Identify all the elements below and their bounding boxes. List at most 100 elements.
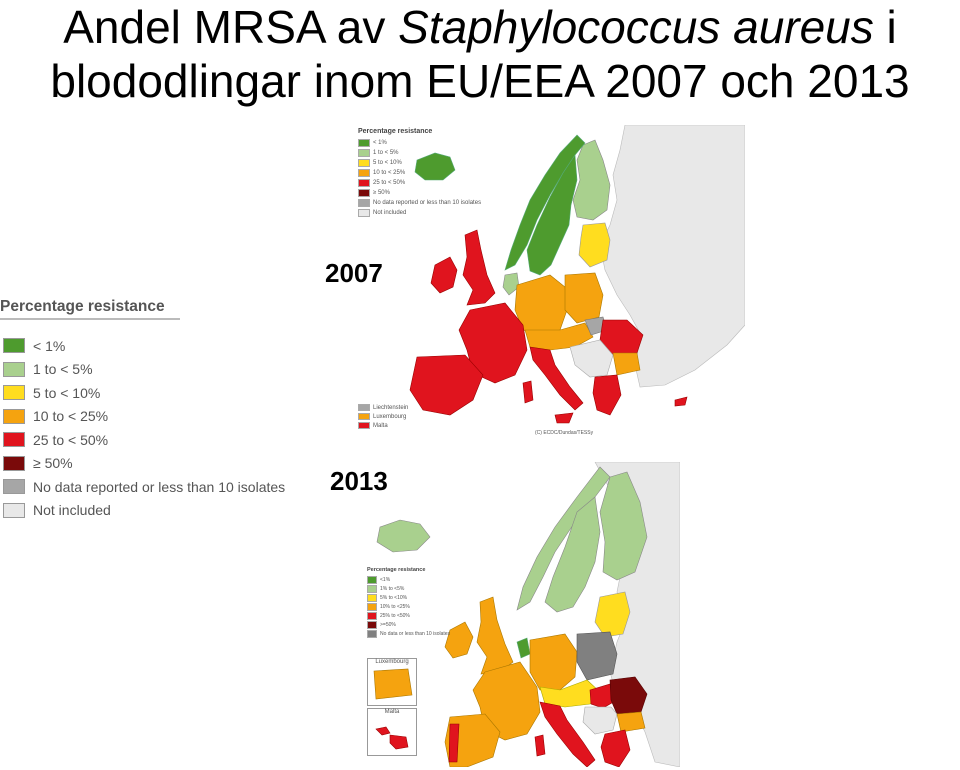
- legend-item: No data reported or less than 10 isolate…: [358, 198, 498, 208]
- legend-2013: Percentage resistance <1% 1% to <5% 5% to …: [367, 567, 452, 638]
- country-finland: [572, 139, 611, 221]
- legend-swatch: [3, 432, 25, 448]
- legend-item: >=50%: [367, 620, 452, 629]
- inset-malta-map: [375, 726, 409, 750]
- legend-label: Not included: [33, 502, 111, 519]
- legend-swatch: [358, 179, 370, 187]
- legend-item: 1% to <5%: [367, 584, 452, 593]
- legend-swatch: [367, 602, 377, 611]
- legend-item: ≥ 50%: [0, 452, 310, 476]
- map-2007-svg: [355, 125, 745, 440]
- country-italy-2013: [539, 701, 596, 767]
- legend-item: 10 to < 25%: [0, 405, 310, 429]
- legend-label: 25 to < 50%: [33, 431, 109, 448]
- legend-item: 5% to <10%: [367, 593, 452, 602]
- legend-label: 5 to < 10%: [33, 384, 101, 401]
- title-line-1: Andel MRSA av Staphylococcus aureus i: [0, 0, 960, 54]
- legend-item: 1 to < 5%: [0, 358, 310, 382]
- legend-item: No data or less than 10 isolates: [367, 629, 452, 638]
- region-balkans-2013: [582, 706, 618, 735]
- legend-item: Luxembourg: [358, 412, 478, 421]
- legend-label: <1%: [380, 576, 391, 583]
- legend-label: 1 to < 5%: [33, 361, 93, 378]
- year-label-2013: 2013: [330, 466, 388, 496]
- legend-swatch: [3, 385, 25, 401]
- legend-swatch: [3, 361, 25, 377]
- legend-item: 25 to < 50%: [0, 428, 310, 452]
- legend-label: 10 to < 25%: [33, 408, 109, 425]
- legend-swatch: [367, 593, 377, 602]
- inset-malta: Malta: [367, 708, 417, 756]
- legend-item: 25% to <50%: [367, 611, 452, 620]
- legend-item: 1 to < 5%: [358, 148, 498, 158]
- legend-swatch: [3, 408, 25, 424]
- country-portugal-2013: [448, 723, 460, 763]
- title-text-2: i: [873, 1, 897, 53]
- legend-label: 25% to <50%: [380, 612, 410, 619]
- main-legend-rows: < 1% 1 to < 5% 5 to < 10% 10 to < 25% 25 to …: [0, 334, 310, 522]
- legend-swatch: [3, 455, 25, 471]
- legend-label: Not included: [373, 210, 407, 216]
- legend-label: 5% to <10%: [380, 594, 408, 601]
- legend-label: No data or less than 10 isolates: [380, 630, 451, 637]
- legend-item: Not included: [0, 499, 310, 523]
- region-east-not-included: [599, 125, 745, 388]
- legend-label: 25 to < 50%: [373, 180, 406, 186]
- country-bulgaria: [612, 352, 641, 376]
- credit-2007: (C) ECDC/Dundas/TESSy: [535, 430, 594, 436]
- legend-swatch: [358, 149, 370, 157]
- country-greece-2013: [600, 729, 631, 767]
- country-baltics-2013: [594, 591, 631, 638]
- legend-2007-small-states: Liechtenstein Luxembourg Malta: [358, 403, 478, 430]
- legend-swatch: [358, 422, 370, 429]
- country-iceland: [414, 152, 456, 181]
- legend-item: < 1%: [0, 334, 310, 358]
- legend-swatch: [358, 169, 370, 177]
- country-bulgaria-2013: [616, 711, 646, 733]
- legend-item: 5 to < 10%: [0, 381, 310, 405]
- country-sicily: [554, 412, 574, 424]
- title-species: Staphylococcus aureus: [398, 1, 874, 53]
- legend-label: >=50%: [380, 621, 396, 628]
- country-greece: [592, 374, 622, 416]
- legend-swatch: [367, 620, 377, 629]
- legend-2007-states-rows: Liechtenstein Luxembourg Malta: [358, 403, 478, 430]
- country-iceland-2013: [376, 519, 431, 553]
- inset-luxembourg: Luxembourg: [367, 658, 417, 706]
- country-poland: [564, 272, 604, 324]
- legend-item: 10% to <25%: [367, 602, 452, 611]
- legend-swatch: [3, 479, 25, 495]
- country-ireland-2013: [444, 621, 474, 659]
- map-2013-svg: [355, 462, 680, 767]
- legend-2007: Percentage resistance < 1% 1 to < 5% 5 to …: [358, 128, 498, 218]
- legend-label: 1% to <5%: [380, 585, 405, 592]
- legend-label: < 1%: [373, 140, 387, 146]
- country-cyprus: [674, 396, 688, 407]
- legend-swatch: [367, 575, 377, 584]
- legend-label: No data reported or less than 10 isolate…: [33, 478, 286, 495]
- legend-item: Liechtenstein: [358, 403, 478, 412]
- legend-label: Liechtenstein: [373, 404, 409, 411]
- country-uk: [462, 229, 496, 306]
- country-ireland: [430, 256, 458, 294]
- map-2007: Percentage resistance < 1% 1 to < 5% 5 to …: [355, 125, 745, 440]
- legend-swatch: [358, 189, 370, 197]
- region-balkans: [569, 339, 614, 378]
- legend-label: Malta: [373, 422, 388, 429]
- country-france: [458, 302, 528, 384]
- legend-label: ≥ 50%: [33, 455, 73, 472]
- country-sardinia: [522, 380, 534, 404]
- legend-swatch: [3, 502, 25, 518]
- legend-swatch: [358, 209, 370, 217]
- legend-swatch: [367, 629, 377, 638]
- country-sweden-2013: [544, 496, 601, 613]
- legend-label: 10% to <25%: [380, 603, 410, 610]
- legend-label: Luxembourg: [373, 413, 407, 420]
- legend-2013-title: Percentage resistance: [367, 567, 426, 573]
- legend-2007-title: Percentage resistance: [358, 128, 433, 135]
- title-line-2: blododlingar inom EU/EEA 2007 och 2013: [50, 55, 910, 107]
- legend-swatch: [358, 413, 370, 420]
- legend-label: 5 to < 10%: [373, 160, 402, 166]
- legend-swatch: [358, 139, 370, 147]
- legend-2013-rows: <1% 1% to <5% 5% to <10% 10% to <25% 25% to …: [367, 575, 452, 638]
